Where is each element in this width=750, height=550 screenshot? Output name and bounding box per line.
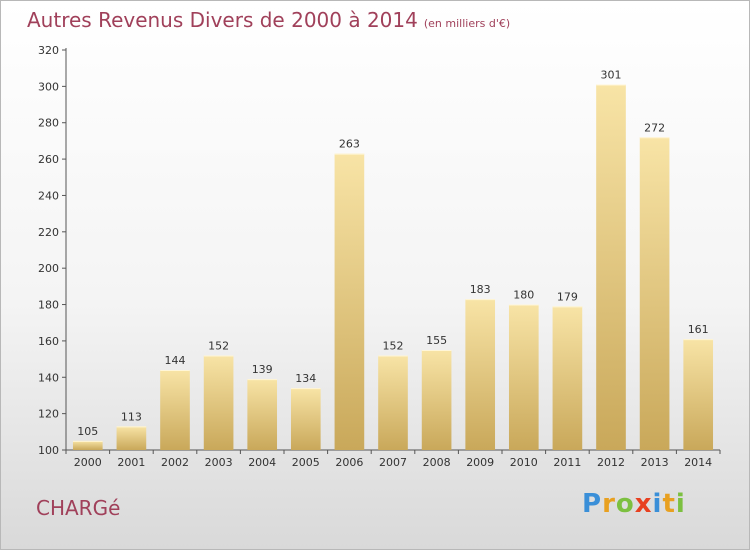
logo-letter: t — [662, 489, 676, 519]
bar — [552, 306, 583, 450]
y-tick-label: 200 — [38, 262, 59, 275]
x-tick-label: 2008 — [423, 456, 451, 469]
bar — [639, 137, 670, 451]
bar — [683, 339, 714, 450]
bar — [596, 84, 626, 450]
x-tick-label: 2004 — [248, 456, 276, 469]
bar — [72, 440, 103, 450]
y-tick-label: 180 — [38, 299, 59, 312]
data-label: 183 — [470, 283, 491, 296]
logo-letter: o — [615, 489, 635, 519]
x-tick-label: 2012 — [597, 456, 625, 469]
y-tick-label: 320 — [38, 44, 59, 57]
logo-letter: i — [652, 489, 663, 519]
chart-title-text: Autres Revenus Divers de 2000 à 2014 — [27, 8, 418, 32]
data-label: 144 — [165, 354, 186, 367]
bar — [465, 299, 496, 450]
bar — [116, 426, 147, 450]
data-label: 179 — [557, 290, 578, 303]
x-tick-label: 2005 — [292, 456, 320, 469]
data-label: 155 — [426, 334, 447, 347]
x-tick-label: 2000 — [74, 456, 102, 469]
data-label: 105 — [77, 425, 98, 438]
y-tick-label: 240 — [38, 189, 59, 202]
data-label: 139 — [252, 363, 273, 376]
proxiti-logo: Proxiti — [582, 489, 686, 519]
bar — [290, 388, 321, 450]
logo-letter: x — [634, 489, 653, 519]
y-tick-label: 140 — [38, 371, 59, 384]
bar — [203, 355, 234, 450]
y-tick-label: 160 — [38, 335, 59, 348]
data-label: 152 — [383, 339, 404, 352]
data-label: 263 — [339, 138, 360, 151]
bar — [378, 355, 408, 450]
x-tick-label: 2003 — [205, 456, 233, 469]
y-tick-label: 120 — [38, 408, 59, 421]
data-label: 113 — [121, 410, 142, 423]
bar — [334, 153, 365, 451]
y-tick-label: 300 — [38, 80, 59, 93]
x-tick-label: 2010 — [510, 456, 538, 469]
x-tick-label: 2011 — [553, 456, 581, 469]
chart-subtitle: (en milliers d'€) — [423, 17, 511, 30]
x-tick-label: 2006 — [335, 456, 363, 469]
data-label: 301 — [601, 69, 622, 82]
logo-letter: r — [602, 489, 616, 519]
commune-name: CHARGé — [36, 496, 121, 520]
bar — [247, 379, 278, 450]
logo-letter: i — [675, 489, 686, 519]
bars — [72, 84, 714, 451]
chart-title: Autres Revenus Divers de 2000 à 2014 (en … — [27, 8, 510, 32]
y-tick-label: 260 — [38, 153, 59, 166]
x-tick-label: 2007 — [379, 456, 407, 469]
data-label: 272 — [644, 121, 665, 134]
labels: 105 2000 113 2001 144 2002 152 2003 139 2004 134 20… — [74, 69, 712, 469]
logo-letter: P — [582, 489, 603, 519]
x-tick-label: 2013 — [641, 456, 669, 469]
data-label: 180 — [513, 289, 534, 302]
y-tick-label: 220 — [38, 226, 59, 239]
x-tick-label: 2001 — [117, 456, 145, 469]
x-tick-label: 2002 — [161, 456, 189, 469]
y-tick-label: 280 — [38, 117, 59, 130]
data-label: 161 — [688, 323, 709, 336]
data-label: 152 — [208, 339, 229, 352]
data-label: 134 — [295, 372, 316, 385]
bar — [421, 350, 452, 450]
x-tick-label: 2009 — [466, 456, 494, 469]
y-tick-label: 100 — [38, 444, 59, 457]
x-tick-label: 2014 — [684, 456, 712, 469]
bar — [160, 370, 190, 450]
bar — [508, 304, 539, 450]
